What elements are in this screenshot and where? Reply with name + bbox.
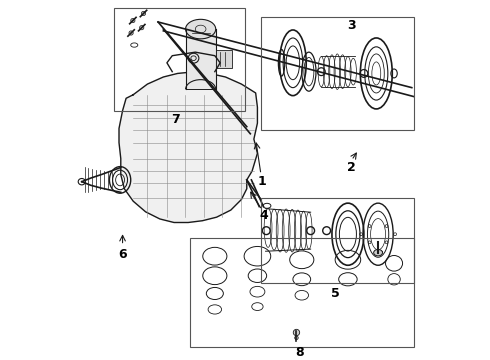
Ellipse shape <box>142 12 146 15</box>
Text: 2: 2 <box>347 161 356 174</box>
Ellipse shape <box>131 18 135 23</box>
Ellipse shape <box>186 19 216 39</box>
Bar <box>261 17 414 130</box>
Bar <box>216 50 232 68</box>
Ellipse shape <box>293 329 300 336</box>
Text: 6: 6 <box>118 248 127 261</box>
Ellipse shape <box>374 249 383 256</box>
Ellipse shape <box>129 31 133 35</box>
Text: 1: 1 <box>258 175 267 188</box>
Text: 8: 8 <box>295 346 304 359</box>
Ellipse shape <box>140 26 144 30</box>
Polygon shape <box>119 72 257 222</box>
Ellipse shape <box>294 336 298 339</box>
Text: 4: 4 <box>259 209 268 222</box>
Bar <box>186 29 216 89</box>
Bar <box>114 8 245 111</box>
Text: 3: 3 <box>347 19 356 32</box>
Bar <box>261 198 414 283</box>
Text: 5: 5 <box>331 287 340 300</box>
Text: 7: 7 <box>172 113 180 126</box>
Bar <box>190 238 414 347</box>
